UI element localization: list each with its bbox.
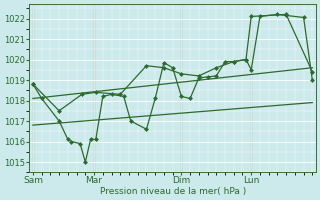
X-axis label: Pression niveau de la mer( hPa ): Pression niveau de la mer( hPa ) bbox=[100, 187, 246, 196]
